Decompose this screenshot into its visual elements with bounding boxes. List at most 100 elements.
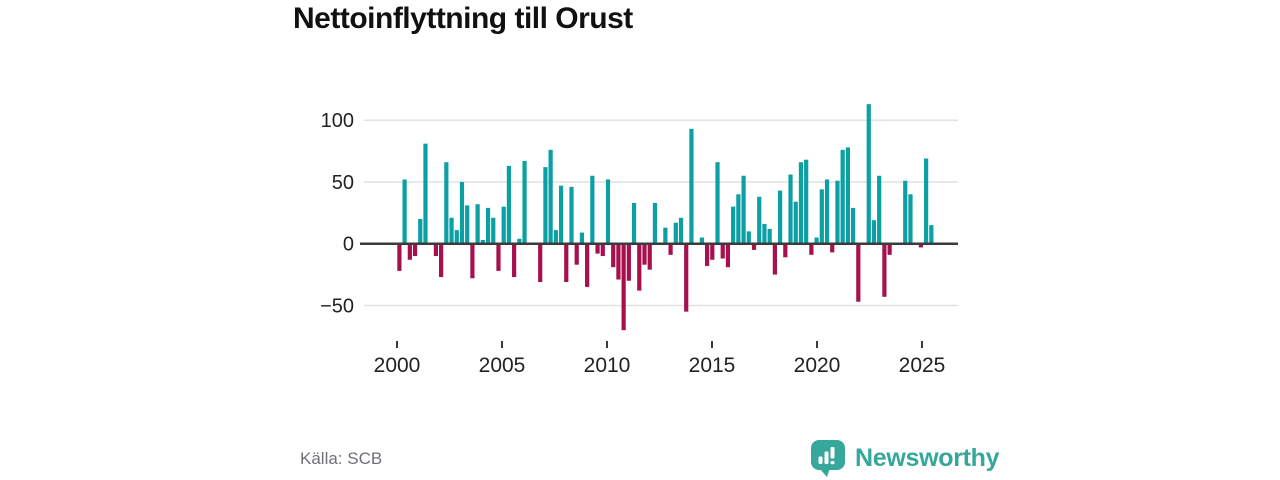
bar-2006-q4 [538,243,543,282]
bar-2014-q1 [689,128,694,244]
bar-2019-q2 [798,162,804,244]
y-tick-label-50: 50 [332,172,354,194]
bar-2025-q2 [924,158,929,244]
bar-2023-q2 [882,243,887,297]
bar-2019-q3 [804,159,809,244]
bar-2022-q4 [871,220,877,244]
bar-2006-q1 [522,160,527,244]
bar-2021-q2 [840,149,845,244]
bar-2018-q3 [783,243,788,258]
bar-2011-q4 [642,243,647,265]
bar-2000-q1 [397,243,402,271]
bar-2004-q3 [491,217,496,244]
bar-2022-q1 [856,243,861,302]
bar-2003-q4 [475,204,480,244]
bar-2001-q1 [418,219,423,244]
bar-2011-q1 [626,243,631,281]
bar-2020-q4 [830,243,835,253]
bar-2001-q4 [433,243,438,257]
bar-2018-q4 [788,174,793,244]
x-tick-label-2005: 2005 [479,354,526,377]
bar-2002-q1 [439,243,444,278]
bar-2004-q1 [480,239,485,244]
bar-2009-q3 [595,243,600,254]
bar-2018-q2 [778,190,783,244]
bar-2015-q2 [715,162,720,244]
bar-2008-q2 [569,186,574,244]
bar-2024-q2 [903,180,908,244]
x-tick-label-2010: 2010 [584,354,631,377]
bar-2012-q1 [647,243,652,270]
bar-2000-q4 [412,243,418,257]
bar-2016-q2 [736,194,741,244]
bar-2021-q3 [845,147,850,244]
bar-2015-q4 [725,243,731,268]
bar-2009-q2 [590,175,595,244]
bar-2004-q4 [496,243,501,271]
bar-2005-q2 [506,165,512,244]
bar-2001-q2 [423,143,428,244]
bar-2025-q1 [918,243,923,248]
bar-2013-q3 [678,217,684,244]
newsworthy-logo-icon [810,439,846,477]
y-tick-label-0: 0 [343,234,354,256]
bar-2017-q3 [762,223,767,244]
bar-2020-q3 [824,179,830,244]
bar-2002-q2 [444,162,449,244]
y-tick-label-100: 100 [321,110,354,132]
bar-2014-q4 [704,243,710,266]
bar-2012-q4 [663,227,668,244]
bar-2018-q1 [772,243,777,275]
bar-2000-q3 [407,243,412,260]
bar-2020-q2 [819,189,824,244]
bar-2002-q3 [449,217,454,244]
bar-2010-q4 [621,243,626,331]
bar-2014-q3 [699,237,704,244]
bar-2007-q2 [548,149,553,244]
x-tick-label-2015: 2015 [689,354,736,377]
newsworthy-logo: Newsworthy [810,439,1000,477]
bar-2016-q1 [731,206,736,244]
source-note: Källa: SCB [300,449,383,468]
newsworthy-logo-text: Newsworthy [855,443,1000,472]
bar-2012-q2 [652,202,658,244]
bar-2005-q3 [512,243,517,278]
bar-2003-q2 [465,205,470,244]
x-tick-label-2020: 2020 [794,354,841,377]
bar-2025-q3 [929,225,934,244]
bar-2015-q3 [720,243,725,259]
bar-2011-q2 [631,202,637,244]
bar-2010-q3 [616,243,621,280]
y-tick-label--50: −50 [320,295,354,317]
bar-2021-q1 [835,180,840,244]
bar-2010-q1 [605,179,611,244]
bar-2009-q1 [585,243,590,287]
bar-2021-q4 [851,207,856,244]
bar-2013-q2 [673,222,678,244]
bar-2007-q1 [543,167,548,244]
bar-2007-q4 [558,185,564,244]
bar-2017-q2 [757,196,762,244]
bar-2023-q1 [877,175,882,244]
bar-2013-q1 [668,243,673,255]
bar-2008-q1 [564,243,569,282]
bar-2016-q3 [741,175,746,244]
bar-2008-q4 [579,232,585,244]
bar-2007-q3 [553,230,558,244]
bar-2003-q1 [459,181,465,244]
bar-2002-q4 [454,230,459,244]
bar-2015-q1 [710,243,715,260]
bar-2010-q2 [611,243,616,268]
x-tick-label-2025: 2025 [899,354,946,377]
bar-2009-q4 [600,243,605,257]
bar-2011-q3 [637,243,642,291]
bar-2017-q4 [767,228,772,244]
bar-2017-q1 [751,243,757,250]
x-tick-label-2000: 2000 [374,354,421,377]
bar-2019-q4 [809,243,814,255]
bar-2004-q2 [485,207,491,244]
bar-2019-q1 [793,201,798,244]
bar-2020-q1 [814,237,819,244]
